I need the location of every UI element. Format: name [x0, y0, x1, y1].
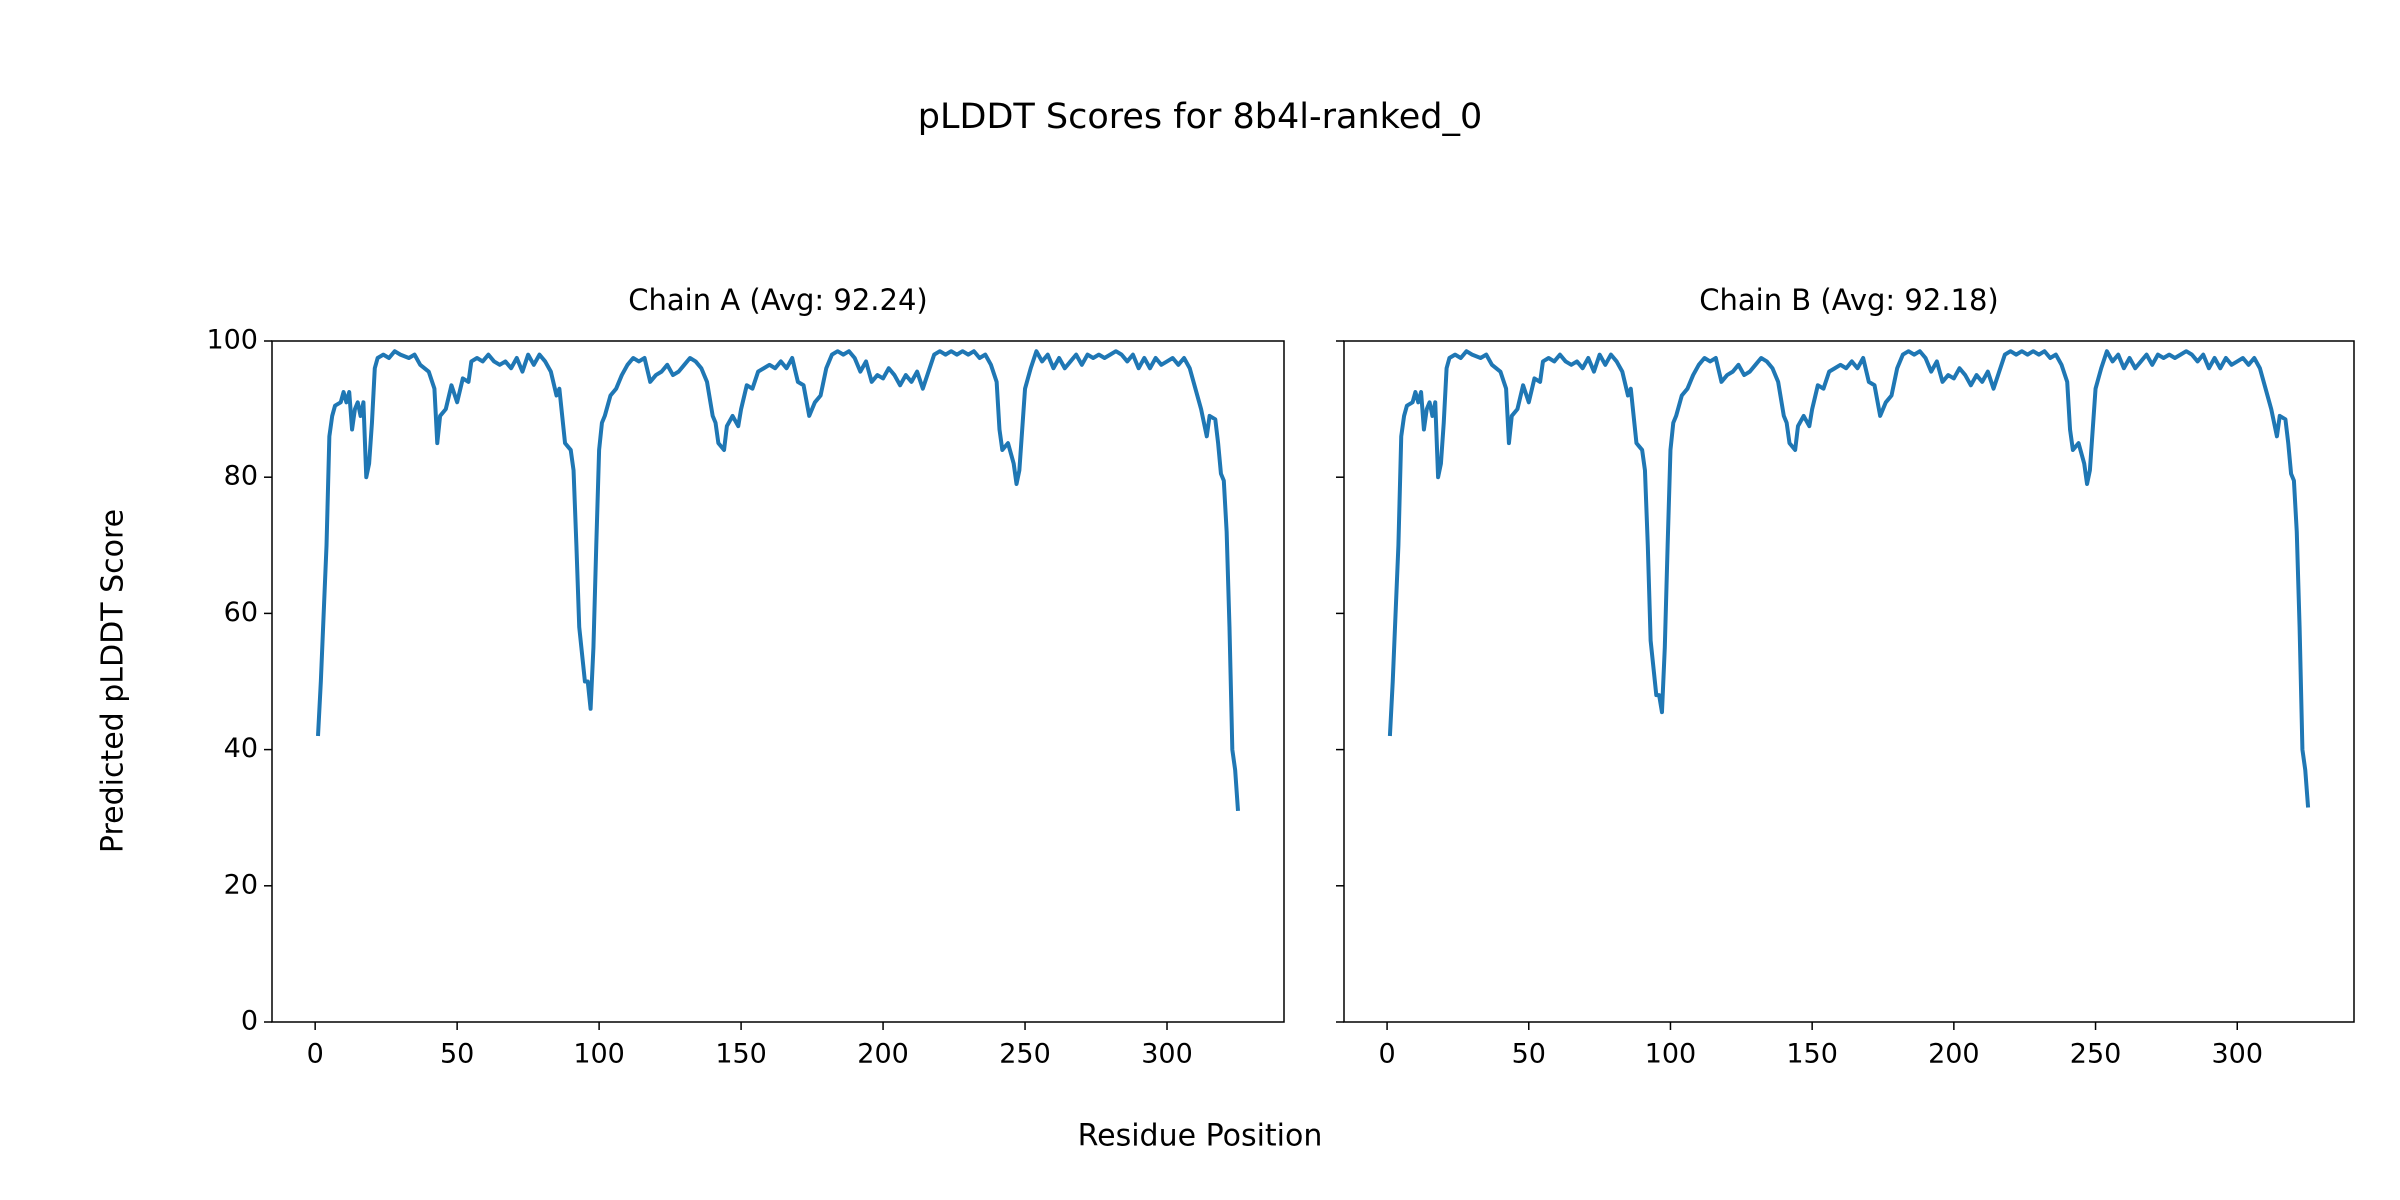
x-tick-label: 150	[715, 1039, 767, 1070]
y-tick-label: 80	[224, 461, 258, 492]
y-tick-label: 100	[206, 325, 258, 356]
x-tick-label: 250	[999, 1039, 1051, 1070]
axes-frame	[1343, 340, 2355, 1023]
x-tick-label: 200	[857, 1039, 909, 1070]
x-tick-label: 150	[1786, 1039, 1838, 1070]
axes-frame	[271, 340, 1285, 1023]
x-tick-label: 0	[307, 1039, 324, 1070]
y-tick-label: 0	[241, 1006, 258, 1037]
x-tick-label: 0	[1378, 1039, 1395, 1070]
y-axis-label: Predicted pLDDT Score	[96, 509, 131, 853]
y-tick-label: 40	[224, 733, 258, 764]
x-axis-label: Residue Position	[1078, 1119, 1323, 1154]
y-tick-label: 60	[224, 597, 258, 628]
line-series	[1387, 349, 2311, 808]
subplot-title: Chain B (Avg: 92.18)	[1699, 283, 1999, 317]
x-tick-label: 50	[440, 1039, 474, 1070]
x-tick-label: 250	[2070, 1039, 2122, 1070]
x-tick-label: 100	[573, 1039, 625, 1070]
x-tick-label: 300	[2211, 1039, 2263, 1070]
x-tick-label: 50	[1512, 1039, 1546, 1070]
line-series	[316, 349, 1240, 812]
figure-title: pLDDT Scores for 8b4l-ranked_0	[918, 97, 1482, 137]
x-tick-label: 100	[1645, 1039, 1697, 1070]
subplot-title: Chain A (Avg: 92.24)	[628, 283, 927, 317]
y-tick-label: 20	[224, 869, 258, 900]
x-tick-label: 300	[1141, 1039, 1193, 1070]
x-tick-label: 200	[1928, 1039, 1980, 1070]
